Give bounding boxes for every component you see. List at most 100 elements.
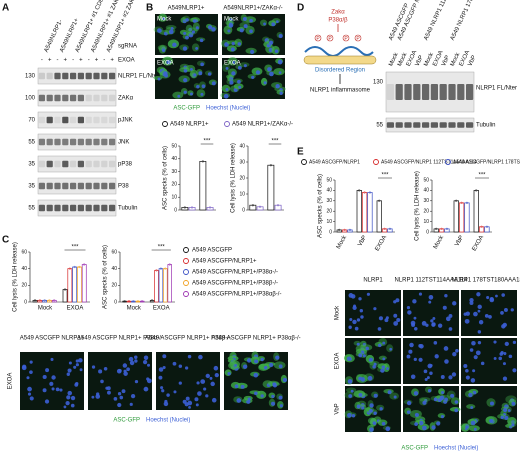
- nucleus: [436, 421, 441, 426]
- lane-label: A549 NLRP1 178TST180AAA180: [450, 0, 494, 42]
- column-title: NLRP1: [363, 278, 383, 284]
- nucleus: [200, 62, 205, 67]
- band: [77, 182, 84, 190]
- y-tick-label: 30: [171, 169, 177, 175]
- band: [38, 72, 45, 80]
- nucleus: [170, 26, 174, 30]
- legend-marker: [373, 159, 379, 165]
- diagram-label: NLRP1 inflammasome: [310, 88, 371, 94]
- nucleus: [503, 351, 507, 356]
- nucleus: [463, 312, 467, 316]
- dot: [190, 206, 194, 209]
- nucleus: [385, 316, 389, 320]
- dot: [150, 299, 154, 302]
- nucleus: [470, 406, 474, 409]
- nucleus: [361, 406, 365, 410]
- nucleus: [358, 353, 363, 358]
- x-tick-label: EXOA: [472, 235, 486, 252]
- band: [70, 116, 77, 124]
- y-tick-label: 10: [171, 195, 177, 201]
- column-title: A549NLRP1+/ZAKα-/-: [223, 6, 282, 12]
- nucleus: [68, 361, 72, 365]
- nucleus: [465, 375, 470, 380]
- dot: [127, 300, 131, 303]
- nucleus: [373, 362, 377, 366]
- column-title: A549 ASCGFP NLRP1+ P38αβ-/-: [211, 336, 300, 342]
- nucleus: [349, 318, 353, 322]
- band: [62, 182, 69, 190]
- nucleus: [452, 301, 457, 306]
- nucleus: [66, 372, 70, 376]
- band: [109, 138, 116, 146]
- treatment-name: EXOA: [118, 58, 135, 64]
- bar: [473, 190, 479, 233]
- nucleus: [418, 292, 423, 296]
- nucleus: [237, 42, 242, 46]
- dot: [388, 227, 392, 230]
- band: [54, 204, 61, 212]
- nucleus: [227, 29, 231, 33]
- nucleus: [200, 379, 206, 384]
- nucleus: [213, 365, 219, 371]
- nucleus: [250, 49, 255, 54]
- blot-label: ZAKα: [118, 96, 134, 102]
- nucleus: [414, 412, 419, 418]
- legend-marker: [301, 159, 307, 165]
- bar: [367, 192, 373, 233]
- nucleus: [378, 316, 383, 321]
- nucleus: [228, 23, 234, 28]
- nucleus: [260, 357, 264, 362]
- y-tick-label: 30: [239, 159, 245, 165]
- nucleus: [431, 322, 436, 327]
- nucleus: [73, 365, 77, 369]
- band: [109, 204, 116, 212]
- dot: [53, 299, 56, 302]
- nucleus: [437, 323, 443, 328]
- nucleus: [439, 395, 445, 401]
- nucleus: [203, 387, 207, 391]
- nucleus: [42, 388, 47, 393]
- significance: ***: [158, 245, 166, 251]
- nucleus: [499, 352, 504, 356]
- nucleus: [427, 363, 433, 369]
- nucleus: [197, 391, 202, 396]
- nucleus: [240, 384, 245, 389]
- x-tick-label: VbP: [454, 235, 465, 248]
- nucleus: [134, 355, 138, 360]
- nucleus: [440, 390, 445, 395]
- dot: [132, 300, 135, 303]
- nucleus: [50, 357, 54, 361]
- band: [70, 72, 77, 80]
- dot: [168, 263, 171, 266]
- nucleus: [178, 364, 183, 368]
- nucleus: [504, 341, 509, 347]
- nucleus: [413, 391, 419, 396]
- nucleus: [502, 322, 507, 328]
- nucleus: [451, 372, 457, 377]
- nucleus: [168, 29, 174, 35]
- significance: ***: [71, 245, 79, 251]
- nucleus: [475, 350, 481, 356]
- nucleus: [29, 370, 33, 374]
- nucleus: [123, 369, 127, 373]
- band: [386, 122, 394, 128]
- nucleus: [157, 77, 161, 81]
- legend-marker: [183, 247, 189, 253]
- nucleus: [410, 374, 416, 380]
- nucleus: [26, 376, 30, 380]
- nucleus: [278, 395, 283, 400]
- nucleus: [444, 359, 449, 364]
- nucleus: [429, 371, 433, 375]
- nucleus: [272, 382, 277, 387]
- dot: [208, 206, 212, 209]
- nucleus: [195, 26, 199, 30]
- bar: [267, 164, 275, 211]
- nucleus: [67, 390, 73, 396]
- treatment-label: +: [95, 58, 99, 64]
- nucleus: [488, 314, 492, 319]
- phospho-site: [326, 34, 334, 42]
- panel-label: E: [297, 147, 304, 158]
- nucleus: [183, 68, 188, 73]
- band: [430, 84, 438, 100]
